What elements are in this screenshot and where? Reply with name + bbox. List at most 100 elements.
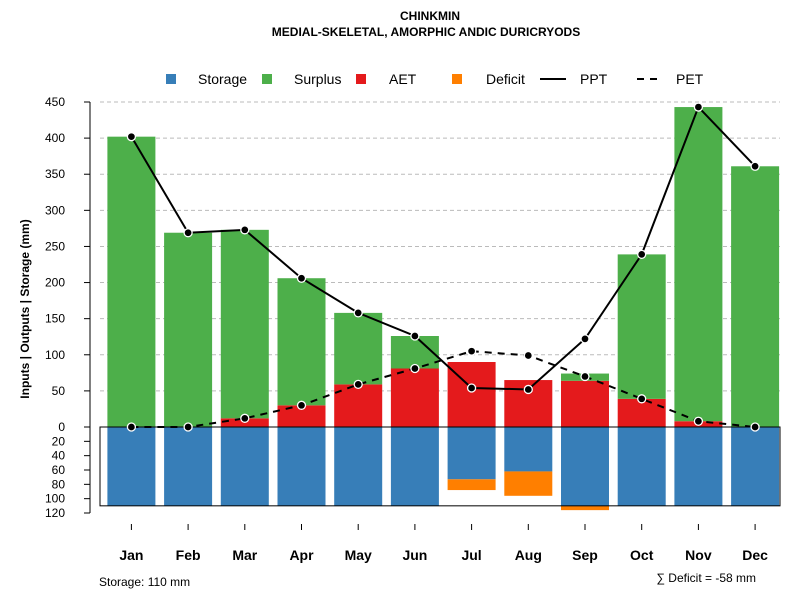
aet-bar (277, 405, 326, 427)
surplus-bar (334, 312, 383, 385)
ppt-point (693, 102, 704, 112)
ppt-line (130, 105, 756, 391)
y-tick-label: 300 (45, 203, 65, 217)
x-tick-label: Feb (176, 547, 201, 563)
storage-bar (617, 427, 666, 506)
aet-bar (390, 368, 439, 427)
ppt-point (240, 225, 250, 235)
y-tick-label: 200 (45, 276, 65, 290)
storage-bar (107, 427, 156, 506)
x-tick-label: Apr (289, 547, 314, 563)
y-tick-label: 250 (45, 239, 65, 253)
deficit-sum: ∑ Deficit = -58 mm (656, 571, 756, 585)
surplus-bar (164, 232, 213, 427)
y-tick-label: 20 (52, 434, 66, 448)
ppt-point (126, 132, 137, 142)
storage-bar (561, 427, 609, 506)
chart-subtitle: MEDIAL-SKELETAL, AMORPHIC ANDIC DURICRYO… (272, 25, 580, 39)
surplus-bar (617, 254, 666, 399)
y-tick-label: 60 (52, 463, 66, 477)
deficit-bar (561, 505, 609, 511)
x-axis: Jan Feb Mar Apr May Jun Jul Aug Sep Oct Nov Dec (119, 524, 768, 563)
y-tick-label: 40 (52, 449, 66, 463)
x-tick-label: Aug (515, 547, 542, 563)
legend-swatch (356, 74, 366, 84)
legend-label: Surplus (294, 71, 341, 87)
pet-point (637, 394, 647, 404)
ppt-point (353, 308, 363, 318)
bars (99, 107, 781, 511)
legend: Storage Surplus AET Deficit PPT PET (166, 71, 704, 87)
surplus-bar (220, 229, 269, 419)
pet-point (296, 400, 307, 410)
y-tick-label: 350 (45, 167, 65, 181)
x-tick-label: Mar (232, 547, 257, 563)
y-tick-label: 120 (45, 506, 65, 520)
y-tick-label: 50 (52, 384, 66, 398)
ppt-point (580, 334, 590, 344)
x-tick-label: Jul (461, 547, 481, 563)
pet-point (126, 422, 137, 432)
pet-point (240, 413, 250, 423)
storage-bar (674, 427, 723, 506)
pet-line (131, 350, 756, 428)
ppt-point (466, 383, 477, 393)
storage-bar (220, 427, 269, 506)
y-tick-label: 100 (45, 348, 65, 362)
aet-bar (561, 380, 609, 427)
legend-label: AET (389, 71, 417, 87)
x-tick-label: Dec (742, 547, 768, 563)
storage-bar (447, 427, 496, 480)
x-tick-label: May (345, 547, 372, 563)
ppt-point (410, 331, 420, 341)
storage-footnote: Storage: 110 mm (99, 575, 190, 589)
legend-label: Deficit (486, 71, 525, 87)
pet-point (466, 346, 477, 356)
storage-bar (164, 427, 213, 506)
legend-swatch (166, 74, 176, 84)
x-tick-label: Jan (119, 547, 143, 563)
y-axis-label: Inputs | Outputs | Storage (mm) (18, 219, 32, 398)
surplus-bar (390, 336, 439, 369)
legend-label: PPT (580, 71, 608, 87)
pet-point (523, 350, 533, 361)
storage-bar (504, 427, 553, 472)
surplus-bar (731, 166, 780, 427)
pet-point (410, 363, 420, 374)
x-tick-label: Sep (572, 547, 598, 563)
storage-bar (390, 427, 439, 506)
storage-bar (334, 427, 383, 506)
legend-swatch (262, 74, 272, 84)
surplus-bar (277, 278, 326, 406)
ppt-point (523, 384, 533, 395)
y-tick-label: 80 (52, 477, 66, 491)
storage-bar (277, 427, 326, 506)
deficit-bar (447, 479, 496, 491)
x-tick-label: Oct (630, 547, 654, 563)
ppt-point (637, 249, 647, 260)
pet-point (750, 422, 760, 432)
series-lines (126, 102, 760, 432)
legend-swatch (452, 74, 462, 84)
storage-bar (731, 427, 780, 506)
pet-point (353, 379, 363, 390)
legend-label: Storage (198, 71, 247, 87)
y-tick-label: 450 (45, 95, 65, 109)
pet-point (693, 416, 704, 426)
surplus-bar (107, 136, 156, 427)
chart-title: CHINKMIN (400, 9, 460, 23)
ppt-point (296, 273, 307, 283)
pet-point (580, 371, 590, 382)
ppt-point (183, 228, 193, 238)
ppt-point (750, 161, 760, 171)
x-tick-label: Jun (402, 547, 427, 563)
y-tick-label: 0 (58, 420, 65, 434)
y-tick-label: 400 (45, 131, 65, 145)
surplus-bar (674, 107, 723, 422)
y-axis: 0501001502002503003504004502040608010012… (45, 95, 91, 520)
pet-point (183, 422, 193, 432)
y-tick-label: 150 (45, 312, 65, 326)
legend-label: PET (676, 71, 704, 87)
y-tick-label: 100 (45, 492, 65, 506)
